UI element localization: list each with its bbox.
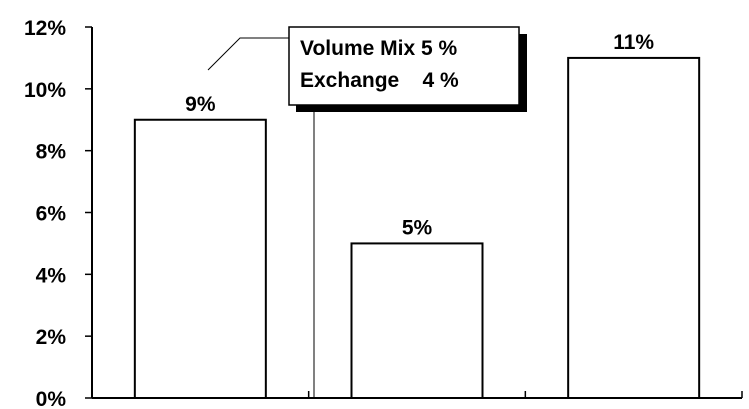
bars: 9% 5% 11% <box>133 31 701 400</box>
bar-value-label: 11% <box>613 31 654 54</box>
y-tick-label: 12% <box>24 17 66 40</box>
y-tick-label: 0% <box>36 388 67 409</box>
y-axis: 0% 2% 4% 6% 8% 10% 12% <box>24 17 93 409</box>
callout-line-1: Volume Mix 5 % <box>300 37 457 60</box>
y-tick-label: 4% <box>36 264 67 287</box>
bar <box>350 242 484 399</box>
callout-leader-line <box>207 37 289 71</box>
bar-value-label: 5% <box>402 216 433 239</box>
bar-value-label: 9% <box>185 93 216 116</box>
x-axis <box>91 391 743 399</box>
y-tick-label: 8% <box>36 141 67 164</box>
bar <box>567 56 701 400</box>
callout-line-2: Exchange 4 % <box>300 69 459 92</box>
callout-box <box>288 26 520 106</box>
y-tick-label: 2% <box>36 326 67 349</box>
y-tick-label: 10% <box>24 79 66 102</box>
y-tick-label: 6% <box>36 203 67 226</box>
callout-annotation: Volume Mix 5 % Exchange 4 % <box>207 26 527 398</box>
bar <box>133 118 267 399</box>
